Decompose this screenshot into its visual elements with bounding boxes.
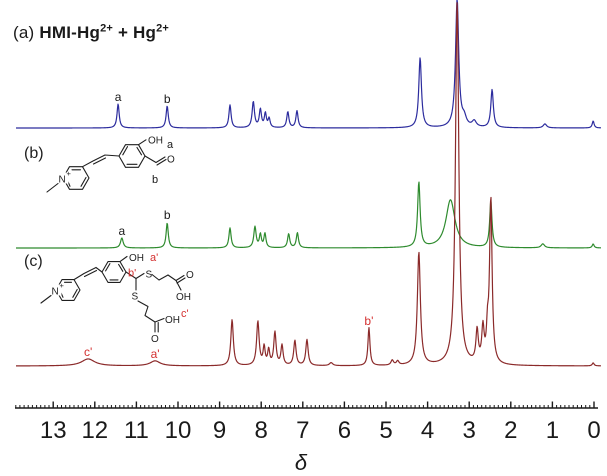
peak-label-b-a: a [118,224,125,238]
peak-label-b-b: b [164,208,171,222]
x-tick-label-8: 8 [255,417,268,444]
x-axis-major-ticks [52,401,595,408]
product-s1-bond [135,272,145,280]
x-tick-label-6: 6 [338,417,351,444]
product-phenol-oh-atom: OH [129,253,144,264]
product-s2-atom: S [132,292,139,303]
structure-hmi: N + OH a O b [46,136,175,193]
x-tick-label-10: 10 [165,417,192,444]
product-nmethyl-bond [40,294,52,304]
product-s1-atom: S [146,270,153,281]
title-superscript-2: 2+ [156,22,170,34]
hmi-vinyl-bonds [81,154,120,168]
x-tick-label-3: 3 [463,417,476,444]
x-tick-label-13: 13 [40,417,67,444]
product-oh-bond [119,255,128,263]
product-chain2-o-atom: O [151,334,159,345]
hmi-n-mask [57,172,69,184]
product-chain1-oh-atom: OH [176,292,191,303]
x-tick-label-7: 7 [296,417,309,444]
product-chain1-bonds [151,273,186,291]
hmi-oh-atom: OH [148,136,163,147]
x-tick-label-5: 5 [379,417,392,444]
peak-label-c-c-prime: c' [84,345,92,359]
peak-label-a-a: a [115,90,122,104]
peak-label-c-b-prime: b' [364,314,373,328]
hmi-n-atom: N [59,175,66,186]
hmi-label-a: a [167,139,174,151]
hmi-cho-bonds [144,155,167,166]
hmi-label-b: b [152,174,158,186]
product-label-c-prime: c' [181,308,189,320]
panel-b-label: (b) [24,145,44,162]
x-tick-label-0: 0 [587,417,600,444]
x-tick-label-2: 2 [504,417,517,444]
title-compound-name: HMI-Hg [39,22,101,42]
hmi-nmethyl-bond [46,182,59,193]
x-tick-label-11: 11 [124,417,149,444]
x-tick-label-4: 4 [421,417,434,444]
x-tick-label-12: 12 [81,417,108,444]
product-label-a-prime: a' [150,252,158,264]
x-tick-label-9: 9 [213,417,226,444]
trace-b [15,181,602,249]
x-tick-label-1: 1 [546,417,559,444]
trace-c [15,2,602,367]
product-chain2-bonds [137,300,165,333]
product-vinyl-bonds [73,266,103,281]
product-chain2-oh-atom: OH [165,315,180,326]
x-axis: 13 12 11 10 9 8 7 6 5 4 3 2 1 0δ [15,401,601,475]
trace-a [15,0,602,129]
x-axis-title: δ [295,450,308,475]
peak-label-a-b: b [164,92,171,106]
spectra-traces: a b a b c' a' b' [15,0,602,367]
figure-title: (a) HMI-Hg2+ + Hg2+ [13,22,169,43]
hmi-oh-bond [137,139,147,146]
product-benzene-inner-bonds [105,263,124,281]
product-n-mask [50,284,62,296]
title-plus-hg: + Hg [113,22,157,42]
panel-a-label: (a) [13,22,35,42]
product-label-b-prime: b' [128,268,136,280]
product-benzene-ring [101,261,127,283]
product-n-plus: + [60,281,65,290]
hmi-benzene-inner-bonds [122,146,143,165]
hmi-cho-o-atom: O [167,155,175,166]
product-n-atom: N [52,287,59,298]
title-compound: HMI-Hg2+ + Hg2+ [39,22,170,42]
structure-product: N + OH a' b' S O OH S OH O c' [40,252,194,345]
product-ch-bond [125,271,137,280]
title-superscript-1: 2+ [100,22,114,34]
peak-label-c-a-prime: a' [151,347,160,361]
hmi-n-plus: + [67,169,72,178]
panel-c-label: (c) [24,253,43,270]
product-chain1-o-atom: O [186,270,194,281]
